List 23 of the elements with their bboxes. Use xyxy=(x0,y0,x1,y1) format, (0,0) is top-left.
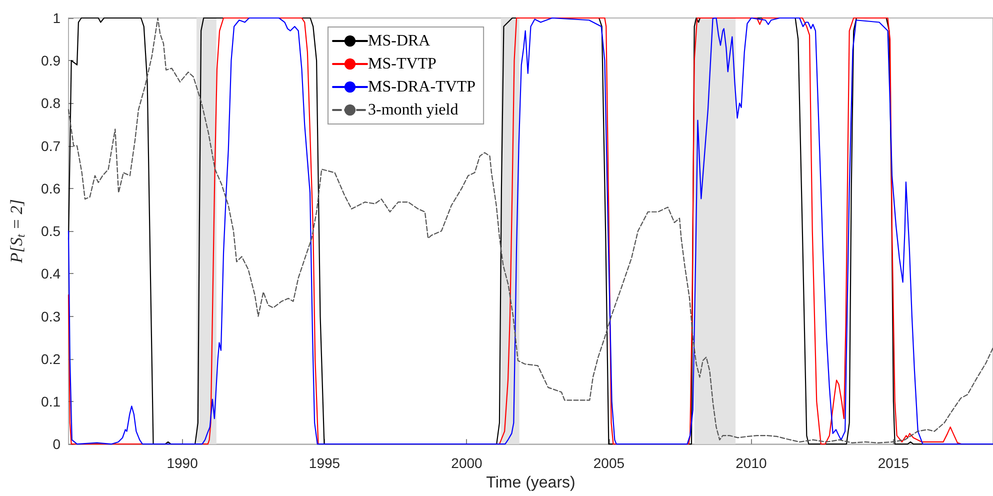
x-tick-label: 1995 xyxy=(308,455,340,472)
legend-label: 3-month yield xyxy=(368,102,458,118)
y-tick-label: 0 xyxy=(52,436,61,452)
x-tick-label: 2015 xyxy=(878,455,910,472)
y-tick-label: 0.3 xyxy=(41,308,61,324)
y-tick-label: 0.1 xyxy=(41,393,61,410)
y-tick-label: 0.4 xyxy=(41,266,61,282)
y-tick-label: 0.2 xyxy=(41,350,61,367)
y-tick-label: 0.9 xyxy=(41,52,61,69)
y-tick-label: 0.8 xyxy=(41,95,61,112)
legend-label: MS-DRA xyxy=(368,32,431,50)
x-axis-title: Time (years) xyxy=(486,474,576,492)
y-tick-label: 0.6 xyxy=(41,180,61,196)
y-tick-label: 0.7 xyxy=(41,138,61,154)
x-tick-label: 2005 xyxy=(593,455,625,472)
x-tick-label: 1990 xyxy=(166,455,198,472)
legend-label: MS-TVTP xyxy=(368,56,437,72)
y-axis-title: P[St = 2] xyxy=(7,199,28,264)
x-tick-label: 2000 xyxy=(451,455,483,472)
x-tick-label: 2010 xyxy=(736,455,767,472)
legend-label: MS-DRA-TVTP xyxy=(368,78,476,96)
y-tick-label: 1 xyxy=(52,10,61,26)
y-tick-label: 0.5 xyxy=(41,223,61,240)
